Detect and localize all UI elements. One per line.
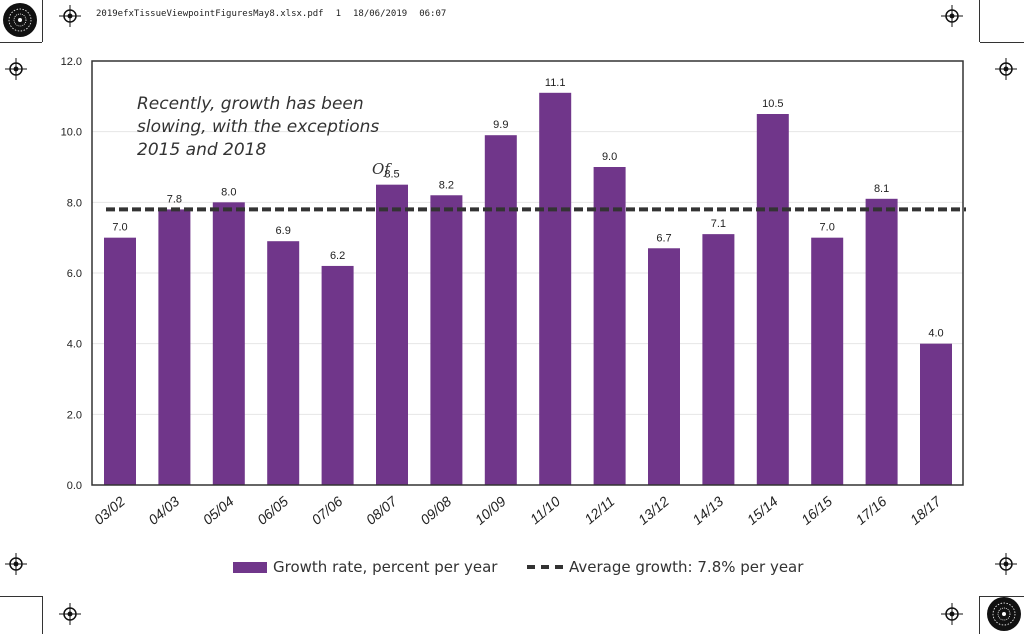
radial-disc-icon	[987, 597, 1021, 631]
x-tick-label: 16/15	[798, 493, 835, 528]
bar	[648, 248, 680, 485]
x-tick-label: 08/07	[363, 492, 401, 528]
stray-text: Of	[372, 160, 390, 178]
crosshair-circle-icon	[59, 5, 81, 27]
data-label: 10.5	[762, 98, 783, 110]
annotation-line-1: Recently, growth has been	[137, 94, 364, 114]
data-label: 7.1	[711, 218, 726, 230]
crop-line-bottom-right	[979, 596, 980, 634]
legend-item-bars: Growth rate, percent per year	[233, 558, 497, 576]
x-tick-label: 03/02	[91, 493, 128, 528]
crop-line-top-left	[42, 0, 43, 42]
y-tick-label: 6.0	[67, 268, 82, 280]
legend: Growth rate, percent per year Average gr…	[0, 558, 1024, 580]
bar	[430, 195, 463, 485]
x-axis-ticks: 03/02 04/03 05/04 06/05 07/06 08/07 09/08 10/09…	[91, 492, 945, 528]
radial-disc-icon	[3, 3, 37, 37]
data-label: 6.2	[330, 250, 345, 262]
y-tick-label: 0.0	[67, 480, 82, 492]
data-label: 8.1	[874, 183, 889, 195]
x-tick-label: 13/12	[635, 493, 672, 528]
crosshair-circle-icon	[941, 603, 963, 625]
data-label: 9.9	[493, 119, 508, 131]
chart-annotation: Recently, growth has been slowing, with …	[137, 93, 397, 162]
data-label: 7.0	[820, 222, 835, 234]
x-tick-label: 04/03	[145, 493, 182, 528]
crop-line-left-top	[0, 42, 42, 43]
x-tick-label: 05/04	[200, 493, 237, 528]
legend-swatch-bars	[233, 561, 267, 573]
crosshair-circle-icon	[941, 5, 963, 27]
legend-swatch-average	[527, 565, 563, 569]
data-label: 6.9	[276, 225, 291, 237]
bar	[756, 114, 789, 485]
bars	[104, 92, 952, 486]
bar	[920, 343, 952, 485]
crosshair-circle-icon	[59, 603, 81, 625]
bar	[865, 198, 898, 486]
crop-line-right-bottom	[980, 596, 1024, 597]
legend-item-average: Average growth: 7.8% per year	[527, 558, 803, 576]
x-tick-label: 10/09	[472, 493, 509, 528]
crosshair-circle-icon	[5, 58, 27, 80]
bar	[539, 92, 572, 486]
x-tick-label: 09/08	[417, 493, 454, 528]
data-label: 9.0	[602, 151, 617, 163]
data-label: 7.0	[112, 222, 127, 234]
crop-line-bottom-left	[42, 596, 43, 634]
crop-line-top-right	[979, 0, 980, 42]
bar	[484, 135, 517, 485]
header-page: 1	[335, 9, 341, 19]
data-label: 7.8	[167, 193, 182, 205]
crop-line-right-top	[980, 42, 1024, 43]
bar	[702, 234, 735, 485]
x-tick-label: 06/05	[254, 493, 291, 528]
y-tick-label: 2.0	[67, 409, 82, 421]
bar	[104, 237, 136, 485]
data-label: 8.5	[384, 169, 399, 181]
data-label: 4.0	[928, 328, 943, 340]
x-tick-label: 07/06	[308, 493, 345, 528]
y-axis-ticks: 0.0 2.0 4.0 6.0 8.0 10.0 12.0	[61, 56, 82, 492]
bar	[811, 237, 844, 485]
plot-frame	[91, 60, 964, 486]
crosshair-circle-icon	[5, 553, 27, 575]
header-filename: 2019efxTissueViewpointFiguresMay8.xlsx.p…	[96, 9, 324, 19]
y-tick-label: 4.0	[67, 339, 82, 351]
header-date: 18/06/2019	[353, 9, 408, 19]
x-tick-label: 11/10	[527, 493, 563, 527]
data-label: 8.0	[221, 186, 236, 198]
crop-line-left-bottom	[0, 596, 42, 597]
bar	[321, 265, 354, 485]
x-tick-label: 14/13	[689, 493, 726, 528]
annotation-line-3: 2015 and 2018	[137, 140, 267, 160]
y-tick-label: 10.0	[61, 127, 82, 139]
print-header: 2019efxTissueViewpointFiguresMay8.xlsx.p…	[96, 9, 446, 19]
data-label: 11.1	[545, 77, 566, 89]
header-time: 06:07	[419, 9, 447, 19]
x-tick-label: 12/11	[581, 493, 617, 527]
data-label: 8.2	[439, 179, 454, 191]
x-tick-label: 17/16	[852, 493, 889, 528]
legend-label-bars: Growth rate, percent per year	[273, 558, 498, 576]
data-label: 6.7	[656, 232, 671, 244]
data-labels: 7.0 7.8 8.0 6.9 6.2 8.5 8.2 9.9 11.1 9.0 6.7 7.1 10.…	[112, 77, 943, 340]
bar	[267, 241, 300, 485]
bar	[212, 202, 245, 486]
bar	[158, 209, 191, 485]
annotation-line-2: slowing, with the exceptions	[137, 117, 380, 137]
y-tick-label: 8.0	[67, 197, 82, 209]
crosshair-circle-icon	[995, 553, 1017, 575]
bar	[593, 167, 626, 485]
legend-label-average: Average growth: 7.8% per year	[569, 558, 804, 576]
x-tick-label: 18/17	[907, 492, 945, 528]
x-tick-label: 15/14	[744, 493, 781, 528]
crosshair-circle-icon	[995, 58, 1017, 80]
bar	[376, 184, 408, 485]
y-tick-label: 12.0	[61, 56, 82, 68]
